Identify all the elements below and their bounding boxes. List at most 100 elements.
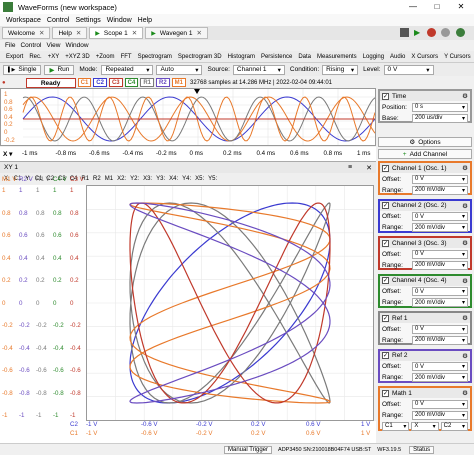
xy-channel-select[interactable]: Y5: — [208, 175, 218, 182]
xy-channel-select[interactable]: C4 — [69, 175, 78, 182]
xy-channel-select[interactable]: M1 — [104, 175, 114, 182]
toolbar-item[interactable]: Spectrogram 3D — [177, 53, 222, 60]
options-button[interactable]: ⚙ Options — [378, 137, 472, 147]
toolbar-item[interactable]: Histogram — [227, 53, 255, 60]
channel-toggle-m1[interactable]: M1 — [171, 78, 186, 87]
range-input[interactable]: 200 mV/div ▾ — [412, 223, 468, 232]
xy-channel-select[interactable]: Y: — [25, 175, 31, 182]
xy-channel-select[interactable]: Y2: — [130, 175, 140, 182]
offset-input[interactable]: 0 V ▾ — [412, 362, 468, 371]
device-icon[interactable] — [441, 28, 450, 37]
channel-checkbox[interactable]: ✓ — [382, 239, 389, 247]
toolbar-item[interactable]: +XYZ 3D — [65, 53, 90, 60]
channel-toggle-c2[interactable]: C2 — [93, 78, 107, 87]
offset-input[interactable]: 0 V ▾ — [412, 287, 468, 296]
xy-channel-select[interactable]: C3 — [58, 175, 66, 182]
manual-trigger-button[interactable]: Manual Trigger — [224, 445, 273, 454]
xy-close-icon[interactable]: ✕ — [366, 164, 372, 172]
offset-input[interactable]: 0 V ▾ — [412, 399, 468, 409]
scope-menu-view[interactable]: View — [46, 42, 61, 49]
menu-control[interactable]: Control — [46, 16, 70, 24]
run-all-icon[interactable]: ▶ — [414, 28, 421, 37]
scope-menu-file[interactable]: File — [5, 42, 16, 49]
close-icon[interactable]: ✕ — [457, 2, 465, 11]
gear-icon[interactable]: ⚙ — [462, 240, 468, 247]
gear-icon[interactable]: ⚙ — [462, 352, 468, 360]
range-input[interactable]: 200 mV/div ▾ — [412, 410, 468, 420]
x-axis-toggle[interactable]: X ▾ — [3, 151, 13, 158]
xy-channel-select[interactable]: X4: — [169, 175, 179, 182]
range-input[interactable]: 200 mV/div ▾ — [412, 373, 468, 382]
channel-checkbox[interactable]: ✓ — [382, 277, 389, 284]
menu-window[interactable]: Window — [106, 16, 132, 24]
time-checkbox[interactable]: ✓ — [382, 92, 389, 100]
record-icon[interactable]: ● — [2, 79, 6, 86]
channel-checkbox[interactable]: ✓ — [382, 202, 389, 209]
channel-checkbox[interactable]: ✓ — [382, 352, 389, 359]
toolbar-item[interactable]: FFT — [120, 53, 132, 60]
xy-channel-select[interactable]: R1 — [81, 175, 90, 182]
toolbar-item[interactable]: Spectrogram — [137, 53, 172, 60]
scope-plot[interactable]: 1 0.8 0.6 0.4 0.2 0 -0.2 — [0, 88, 376, 146]
xy-channel-select[interactable]: X3: — [143, 175, 153, 182]
gear-icon[interactable]: ⚙ — [462, 202, 468, 210]
xy-channel-select[interactable]: X2: — [117, 175, 127, 182]
xy-plot[interactable] — [86, 185, 374, 421]
toolbar-item[interactable]: Y Cursors — [444, 53, 471, 60]
mode-select[interactable]: Repeated ▾ — [101, 64, 154, 75]
minimize-icon[interactable]: — — [409, 2, 417, 11]
tab-welcome[interactable]: Welcome ✕ — [2, 27, 51, 39]
xy-menu-icon[interactable]: ≡ — [348, 164, 353, 171]
source-select[interactable]: Channel 1 ▾ — [232, 64, 285, 75]
maximize-icon[interactable]: □ — [434, 2, 440, 11]
range-input[interactable]: 200 mV/div ▾ — [412, 298, 468, 307]
toolbar-item[interactable]: X Cursors — [411, 53, 439, 60]
math-function-select[interactable]: X ▾ — [411, 421, 439, 431]
base-input[interactable]: 200 us/div ▾ — [412, 113, 468, 123]
toolbar-item[interactable]: +XY — [47, 53, 60, 60]
toolbar-item[interactable]: +Zoom — [95, 53, 115, 60]
xy-channel-select[interactable]: X5: — [195, 175, 205, 182]
status-button[interactable]: Status — [409, 445, 435, 454]
toolbar-item[interactable]: Data — [298, 53, 311, 60]
offset-input[interactable]: 0 V ▾ — [412, 324, 468, 334]
xy-channel-select[interactable]: Y4: — [182, 175, 192, 182]
xy-channel-select[interactable]: X: — [4, 175, 10, 182]
menu-settings[interactable]: Settings — [75, 16, 101, 24]
offset-input[interactable]: 0 V ▾ — [412, 249, 468, 259]
menu-help[interactable]: Help — [137, 16, 153, 24]
toolbar-item[interactable]: Export — [6, 53, 24, 60]
gear-icon[interactable]: ⚙ — [462, 315, 468, 322]
channel-toggle-c3[interactable]: C3 — [108, 78, 123, 87]
scope-menu-window[interactable]: Window — [65, 42, 89, 49]
xy-channel-select[interactable]: C1 — [34, 175, 43, 182]
math-function-select[interactable]: C2 ▾ — [440, 421, 468, 431]
toolbar-item[interactable]: Measurements — [317, 53, 357, 60]
menu-workspace[interactable]: Workspace — [6, 16, 41, 24]
offset-input[interactable]: 0 V ▾ — [412, 212, 468, 221]
tab-scope[interactable]: ▶ Scope 1 ✕ — [89, 27, 144, 39]
gear-icon[interactable]: ⚙ — [462, 390, 468, 397]
xy-channel-select[interactable]: C2 — [46, 175, 55, 182]
channel-toggle-c4[interactable]: C4 — [124, 78, 139, 87]
channel-toggle-r1[interactable]: R1 — [140, 78, 154, 87]
single-button[interactable]: ▌▶ Single — [3, 64, 42, 75]
position-input[interactable]: 0 s ▾ — [412, 102, 468, 112]
toolbar-item[interactable]: Persistence — [260, 53, 293, 60]
tab-help[interactable]: Help ✕ — [52, 27, 88, 39]
toolbar-item[interactable]: Logging — [362, 53, 385, 60]
range-input[interactable]: 200 mV/div ▾ — [412, 185, 468, 195]
stop-all-icon[interactable] — [427, 28, 436, 37]
toolbar-item[interactable]: Audio — [390, 53, 406, 60]
channel-toggle-r2[interactable]: R2 — [155, 78, 170, 87]
run-button[interactable]: ▶ Run — [44, 64, 75, 75]
gear-icon[interactable]: ⚙ — [462, 165, 468, 172]
channel-checkbox[interactable]: ✓ — [382, 164, 389, 172]
trigger-auto-select[interactable]: Auto ▾ — [156, 64, 203, 75]
gear-icon[interactable]: ⚙ — [462, 277, 468, 285]
offset-input[interactable]: 0 V ▾ — [412, 174, 468, 184]
level-input[interactable]: 0 V ▾ — [383, 64, 434, 75]
xy-channel-select[interactable]: R2 — [93, 175, 101, 182]
toolbar-item[interactable]: Rec. — [29, 53, 42, 60]
xy-channel-select[interactable]: C1 — [13, 175, 22, 182]
